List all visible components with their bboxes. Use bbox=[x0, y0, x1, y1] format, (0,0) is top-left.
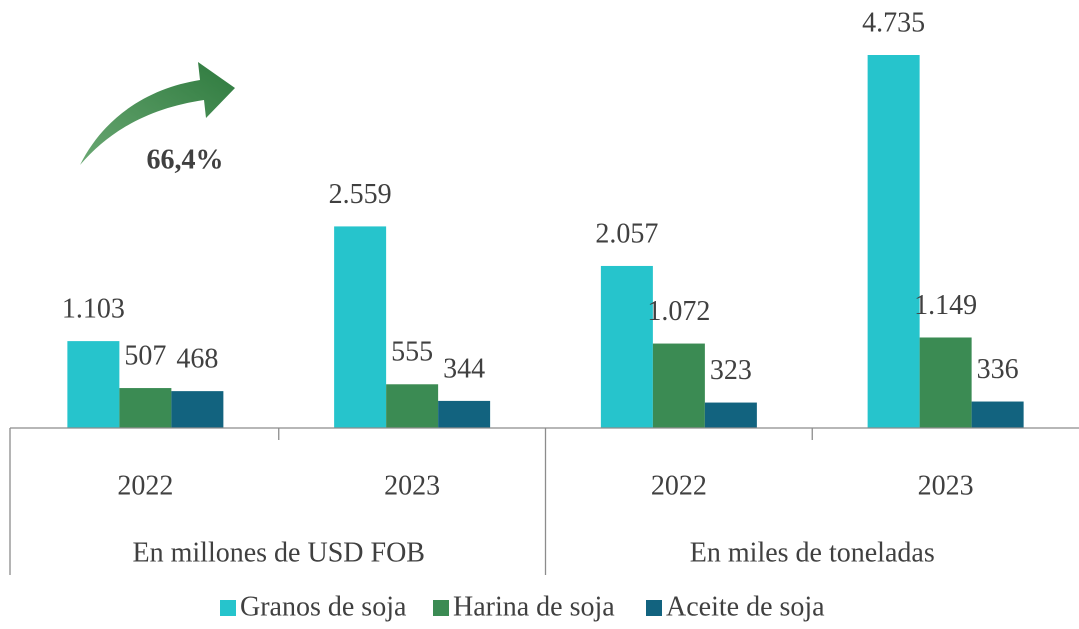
data-label: 344 bbox=[443, 353, 485, 384]
data-label: 4.735 bbox=[862, 7, 925, 38]
group-label: En miles de toneladas bbox=[690, 537, 935, 568]
x-tick-label: 2022 bbox=[117, 470, 173, 501]
legend-swatch bbox=[433, 600, 449, 616]
data-label: 468 bbox=[176, 344, 218, 375]
bar bbox=[971, 401, 1024, 428]
bar bbox=[119, 388, 172, 428]
legend-label: Granos de soja bbox=[240, 591, 407, 622]
group-label: En millones de USD FOB bbox=[133, 537, 425, 568]
legend-label: Harina de soja bbox=[453, 591, 615, 622]
data-label: 507 bbox=[124, 340, 166, 371]
data-label: 2.057 bbox=[595, 218, 658, 249]
bar bbox=[600, 265, 653, 428]
bar bbox=[438, 400, 491, 428]
legend-swatch bbox=[646, 600, 662, 616]
legend-swatch bbox=[220, 600, 236, 616]
bar bbox=[67, 341, 120, 428]
bar bbox=[171, 391, 224, 428]
x-tick-label: 2022 bbox=[651, 470, 707, 501]
data-label: 323 bbox=[710, 355, 752, 386]
data-label: 1.072 bbox=[647, 296, 710, 327]
data-label: 336 bbox=[977, 354, 1019, 385]
growth-arrow bbox=[80, 62, 235, 165]
annotation: 66,4% bbox=[147, 144, 224, 175]
data-label: 555 bbox=[391, 337, 433, 368]
bar bbox=[704, 402, 757, 428]
data-label: 1.103 bbox=[62, 294, 125, 325]
bar bbox=[386, 384, 439, 428]
bar bbox=[867, 55, 920, 428]
x-tick-label: 2023 bbox=[918, 470, 974, 501]
data-label: 2.559 bbox=[329, 179, 392, 210]
bar bbox=[919, 337, 972, 428]
data-label: 1.149 bbox=[914, 290, 977, 321]
bar bbox=[334, 226, 387, 428]
legend-label: Aceite de soja bbox=[666, 591, 825, 622]
x-tick-label: 2023 bbox=[384, 470, 440, 501]
bar bbox=[652, 343, 705, 428]
